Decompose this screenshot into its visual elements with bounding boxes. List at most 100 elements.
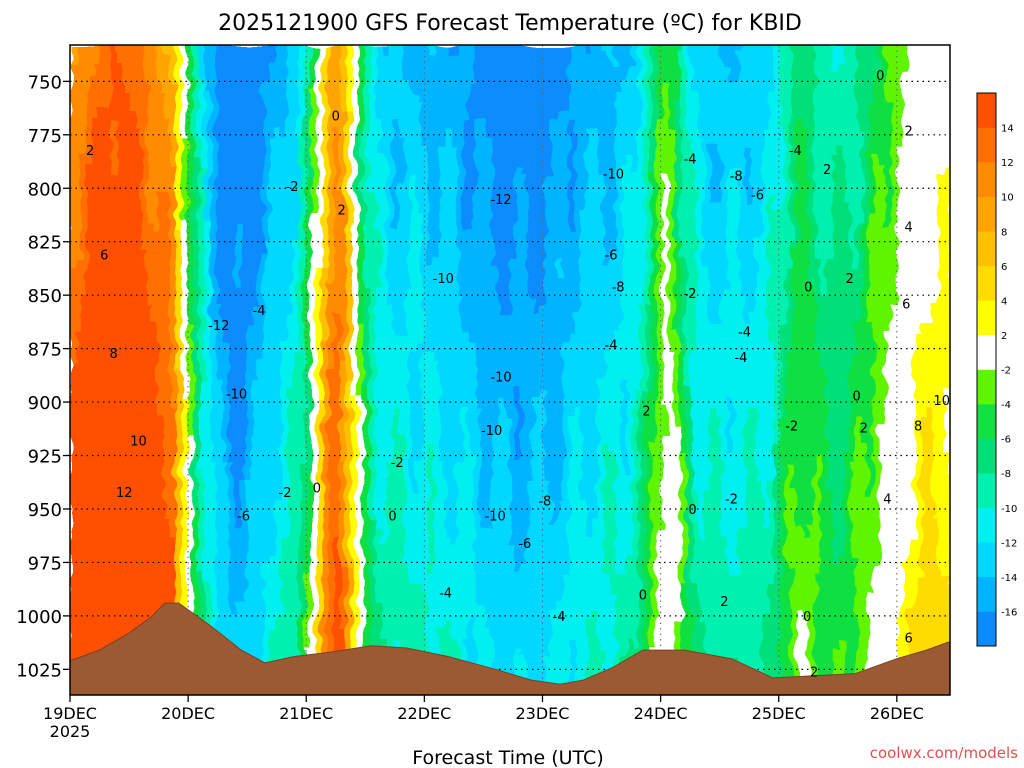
temp-cell [586,91,593,102]
temp-cell [774,267,781,278]
temp-cell [674,286,681,297]
temp-cell [269,119,276,130]
temp-cell [662,314,669,325]
temp-cell [240,165,247,176]
temp-cell [844,277,851,288]
temp-cell [87,147,95,158]
temp-cell [251,63,259,74]
temp-cell [246,175,253,185]
temp-cell [357,110,364,120]
temp-cell [345,342,353,353]
temp-cell [639,63,646,74]
temp-cell [844,240,851,250]
temp-cell [820,156,828,167]
temp-cell [498,91,505,102]
temp-cell [222,342,229,353]
temp-cell [779,212,787,223]
temp-cell [539,193,546,204]
temp-cell [111,110,118,120]
temp-cell [298,100,306,111]
temp-cell [140,45,147,55]
temp-cell [334,147,341,158]
temp-cell [380,54,388,65]
temp-cell [556,91,564,102]
temp-cell [539,91,546,102]
temp-cell [457,91,464,102]
temp-cell [873,137,881,148]
temp-cell [809,45,816,55]
temp-cell [457,240,464,250]
temp-cell [187,305,194,315]
temp-cell [328,110,335,120]
temp-cell [791,72,799,83]
temp-cell [938,175,945,185]
temp-cell [316,175,323,185]
temp-cell [891,63,898,74]
temp-cell [427,156,435,167]
temp-cell [914,212,922,223]
temp-cell [468,137,476,148]
temp-cell [152,314,159,325]
temp-cell [527,72,535,83]
temp-cell [457,314,464,325]
temp-cell [204,267,212,278]
temp-cell [427,63,435,74]
temp-cell [105,165,112,176]
temp-cell [903,286,910,297]
temp-cell [140,193,147,204]
temp-cell [656,91,664,102]
temp-cell [615,54,623,65]
temp-cell [175,212,183,223]
temp-cell [81,193,89,204]
temp-cell [580,82,587,93]
temp-cell [545,267,552,278]
temp-cell [375,72,382,83]
temp-cell [850,165,857,176]
temp-cell [181,212,188,223]
temp-cell [580,295,587,306]
temp-cell [903,314,910,325]
temp-cell [562,45,570,55]
temp-cell [404,305,411,315]
temp-cell [404,202,411,213]
temp-cell [691,156,699,167]
temp-cell [838,175,845,185]
temp-cell [556,175,564,185]
temp-cell [903,240,910,250]
temp-cell [867,91,875,102]
temp-cell [926,156,933,167]
temp-cell [515,165,523,176]
temp-cell [152,137,159,148]
temp-cell [199,128,206,139]
temp-cell [310,91,317,102]
temp-cell [181,295,188,306]
temp-cell [363,72,370,83]
temp-cell [644,249,652,260]
temp-cell [721,323,728,334]
temp-cell [504,314,511,325]
temp-cell [427,128,435,139]
temp-cell [392,258,400,269]
temp-cell [510,63,517,74]
temp-cell [287,249,294,260]
temp-cell [163,258,171,269]
temp-cell [844,221,851,232]
temp-cell [345,221,353,232]
temp-cell [727,137,734,148]
temp-cell [134,286,141,297]
temp-cell [891,314,898,325]
temp-cell [234,165,241,176]
temp-cell [287,342,294,353]
temp-cell [457,267,464,278]
temp-cell [662,230,669,241]
temp-cell [204,45,212,55]
temp-cell [785,342,793,353]
temp-cell [427,202,435,213]
temp-cell [122,82,130,93]
temp-cell [686,63,693,74]
temp-cell [439,332,447,343]
temp-cell [169,91,177,102]
temp-cell [275,230,282,241]
temp-cell [257,332,265,343]
temp-cell [339,323,347,334]
